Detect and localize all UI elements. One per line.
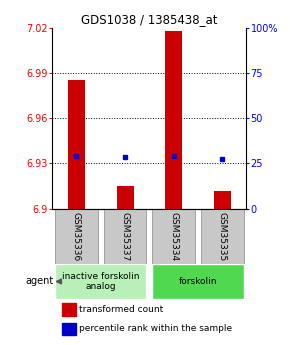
Text: GSM35334: GSM35334 (169, 211, 178, 261)
Bar (55, 209, 98, 264)
Text: inactive forskolin
analog: inactive forskolin analog (62, 272, 139, 291)
Text: transformed count: transformed count (79, 305, 164, 314)
Bar (68, 80, 85, 209)
Text: agent: agent (25, 276, 53, 286)
Bar (152, 209, 195, 264)
Bar (165, 31, 182, 209)
Text: forskolin: forskolin (179, 277, 217, 286)
Text: GSM35336: GSM35336 (72, 211, 81, 261)
Text: percentile rank within the sample: percentile rank within the sample (79, 324, 233, 333)
Text: GSM35337: GSM35337 (121, 211, 130, 261)
Bar (214, 191, 231, 209)
Title: GDS1038 / 1385438_at: GDS1038 / 1385438_at (81, 13, 218, 27)
Bar (55, 264, 146, 298)
Text: GSM35335: GSM35335 (218, 211, 227, 261)
Bar (104, 209, 146, 264)
Bar (201, 209, 244, 264)
Bar (62, 323, 75, 335)
Bar (62, 303, 75, 316)
Bar (152, 264, 244, 298)
Bar (117, 186, 134, 209)
